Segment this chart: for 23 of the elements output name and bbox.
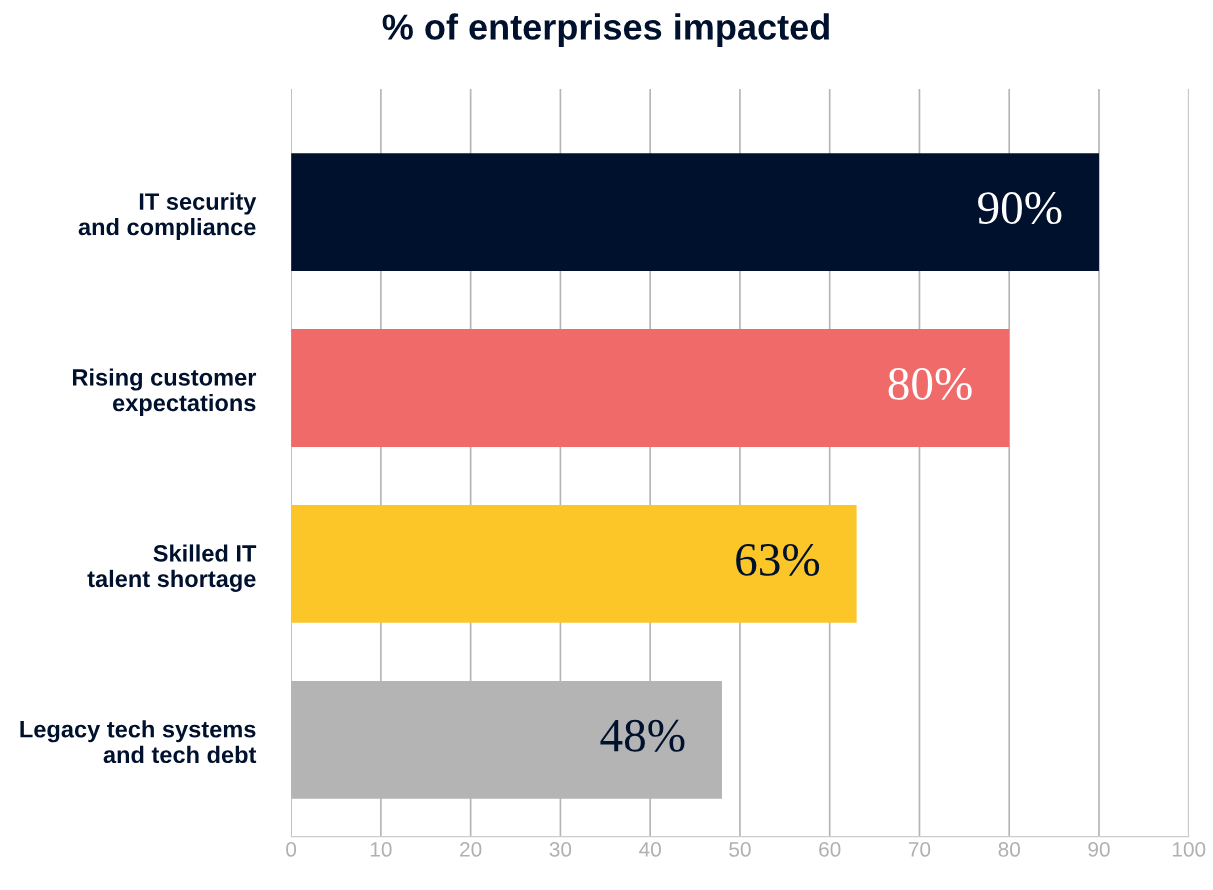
data-label: 80% [888,367,972,401]
x-tick-label: 50 [729,842,751,857]
y-tick-label: IT security and compliance [78,192,257,241]
x-tick-label: 40 [639,842,661,857]
x-tick-label: 90 [1088,842,1110,857]
x-tick-label: 20 [460,842,482,857]
chart-title: % of enterprises impacted [382,13,829,48]
x-tick-label: 100 [1172,842,1206,857]
data-label: 63% [736,543,820,576]
y-tick-label: Legacy tech systems and tech debt [20,720,257,764]
x-tick-label: 60 [819,842,841,857]
x-tick-label: 70 [908,842,931,857]
bar [291,329,1010,447]
bar [291,153,1099,272]
y-tick-label: Skilled IT talent shortage [87,544,257,592]
x-tick-label: 80 [998,842,1020,857]
x-tick-label: 0 [286,842,297,857]
x-tick-label: 10 [370,842,392,857]
x-tick-label: 30 [549,842,572,857]
bar [291,505,857,623]
y-tick-label: Rising customer expectations [72,368,257,416]
data-label: 90% [978,192,1062,225]
data-label: 48% [600,719,685,752]
